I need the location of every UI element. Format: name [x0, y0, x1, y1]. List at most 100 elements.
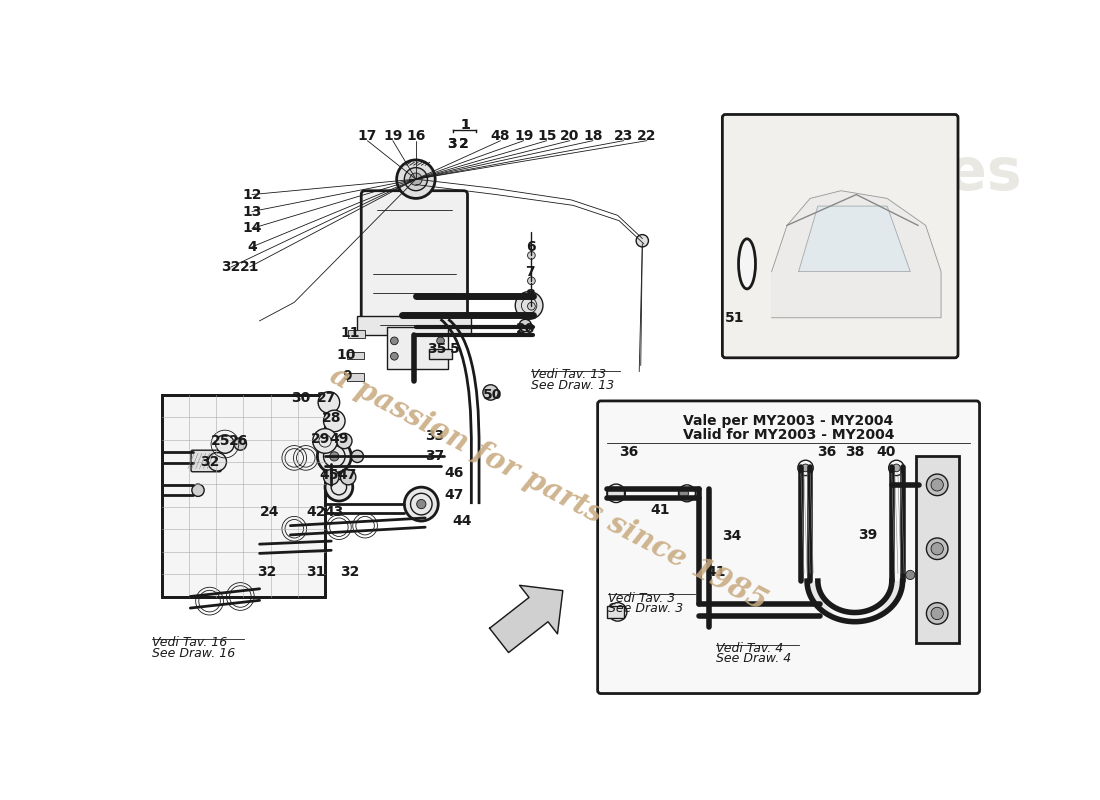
- Text: Vedi Tav. 16: Vedi Tav. 16: [152, 636, 227, 650]
- FancyBboxPatch shape: [361, 190, 468, 320]
- Ellipse shape: [738, 239, 756, 289]
- Text: 28: 28: [321, 411, 341, 425]
- Circle shape: [931, 607, 944, 619]
- Text: 7: 7: [525, 265, 535, 278]
- Text: 16: 16: [406, 129, 426, 143]
- Text: 38: 38: [845, 445, 865, 458]
- Text: 2: 2: [459, 137, 469, 150]
- Text: 36: 36: [817, 445, 837, 458]
- Circle shape: [390, 353, 398, 360]
- Polygon shape: [772, 190, 942, 318]
- Bar: [162, 394, 326, 597]
- Circle shape: [636, 234, 648, 247]
- Text: Valid for MY2003 - MY2004: Valid for MY2003 - MY2004: [683, 428, 894, 442]
- Bar: [348, 330, 365, 338]
- Text: Vale per MY2003 - MY2004: Vale per MY2003 - MY2004: [683, 414, 893, 428]
- Text: 18: 18: [583, 129, 603, 143]
- Bar: [346, 373, 363, 381]
- Text: 26: 26: [229, 434, 249, 448]
- Text: 3: 3: [448, 137, 456, 150]
- Text: 49: 49: [329, 432, 349, 446]
- Text: 39: 39: [858, 528, 878, 542]
- Circle shape: [680, 489, 689, 498]
- Text: 6: 6: [527, 240, 536, 254]
- Bar: [429, 349, 452, 359]
- Text: 9: 9: [342, 370, 351, 383]
- Text: 25: 25: [211, 434, 231, 448]
- Text: 21: 21: [240, 260, 260, 274]
- Circle shape: [317, 439, 351, 474]
- Text: 20: 20: [560, 129, 580, 143]
- Circle shape: [312, 429, 338, 454]
- Text: See Draw. 13: See Draw. 13: [531, 379, 615, 392]
- Bar: [916, 456, 959, 642]
- Bar: [358, 316, 472, 335]
- Text: 50: 50: [483, 388, 503, 402]
- Text: Vedi Tav. 13: Vedi Tav. 13: [531, 368, 607, 382]
- Text: 17: 17: [358, 129, 377, 143]
- Polygon shape: [799, 206, 911, 271]
- Text: 43: 43: [324, 505, 344, 519]
- Circle shape: [926, 538, 948, 559]
- Circle shape: [409, 173, 422, 186]
- Circle shape: [931, 478, 944, 491]
- Text: 24: 24: [260, 505, 279, 519]
- Text: 48: 48: [491, 129, 510, 143]
- Text: 41: 41: [706, 565, 726, 579]
- Circle shape: [216, 435, 234, 454]
- Text: 5: 5: [450, 342, 460, 355]
- Circle shape: [528, 302, 536, 310]
- Text: 1985: 1985: [817, 202, 942, 245]
- Text: 19: 19: [383, 129, 403, 143]
- Text: 36: 36: [619, 445, 639, 458]
- Text: 30: 30: [290, 391, 310, 405]
- Bar: [607, 606, 624, 618]
- Circle shape: [191, 484, 205, 496]
- Text: 11: 11: [340, 326, 360, 340]
- Text: 46: 46: [444, 466, 464, 480]
- Bar: [387, 327, 449, 370]
- Circle shape: [483, 385, 498, 400]
- Circle shape: [390, 337, 398, 345]
- Circle shape: [905, 570, 915, 579]
- Text: 35: 35: [427, 342, 447, 355]
- Circle shape: [318, 392, 340, 414]
- Circle shape: [528, 277, 536, 285]
- Bar: [162, 394, 326, 597]
- Text: 32: 32: [200, 454, 219, 469]
- Text: 22: 22: [637, 129, 657, 143]
- Circle shape: [330, 452, 339, 461]
- Polygon shape: [490, 586, 563, 653]
- Circle shape: [405, 487, 438, 521]
- Text: 47: 47: [337, 468, 356, 482]
- Text: 32: 32: [257, 565, 277, 579]
- Text: 47: 47: [444, 488, 464, 502]
- Circle shape: [417, 499, 426, 509]
- Text: 19: 19: [514, 129, 534, 143]
- Text: 41: 41: [650, 503, 670, 518]
- Text: Vedi Tav. 3: Vedi Tav. 3: [608, 591, 675, 605]
- Circle shape: [351, 450, 363, 462]
- Text: 34: 34: [722, 530, 741, 543]
- Text: 20: 20: [516, 322, 535, 335]
- Text: 29: 29: [310, 432, 330, 446]
- Circle shape: [208, 453, 227, 471]
- Text: a passion for parts since 1985: a passion for parts since 1985: [324, 361, 772, 617]
- Text: 33: 33: [425, 430, 444, 443]
- Circle shape: [528, 251, 536, 259]
- Circle shape: [437, 337, 444, 345]
- Text: 23: 23: [614, 129, 634, 143]
- Text: 32: 32: [221, 260, 241, 274]
- Text: 3: 3: [448, 137, 456, 150]
- Text: 37: 37: [425, 450, 444, 463]
- Text: 32: 32: [340, 565, 360, 579]
- Text: 2: 2: [459, 137, 469, 150]
- Text: 27: 27: [317, 391, 337, 405]
- Text: See Draw. 16: See Draw. 16: [152, 647, 235, 660]
- Text: 4: 4: [248, 240, 256, 254]
- Text: 12: 12: [242, 187, 262, 202]
- FancyBboxPatch shape: [191, 450, 221, 472]
- Text: 14: 14: [242, 222, 262, 235]
- Circle shape: [931, 542, 944, 555]
- Text: 13: 13: [242, 205, 262, 218]
